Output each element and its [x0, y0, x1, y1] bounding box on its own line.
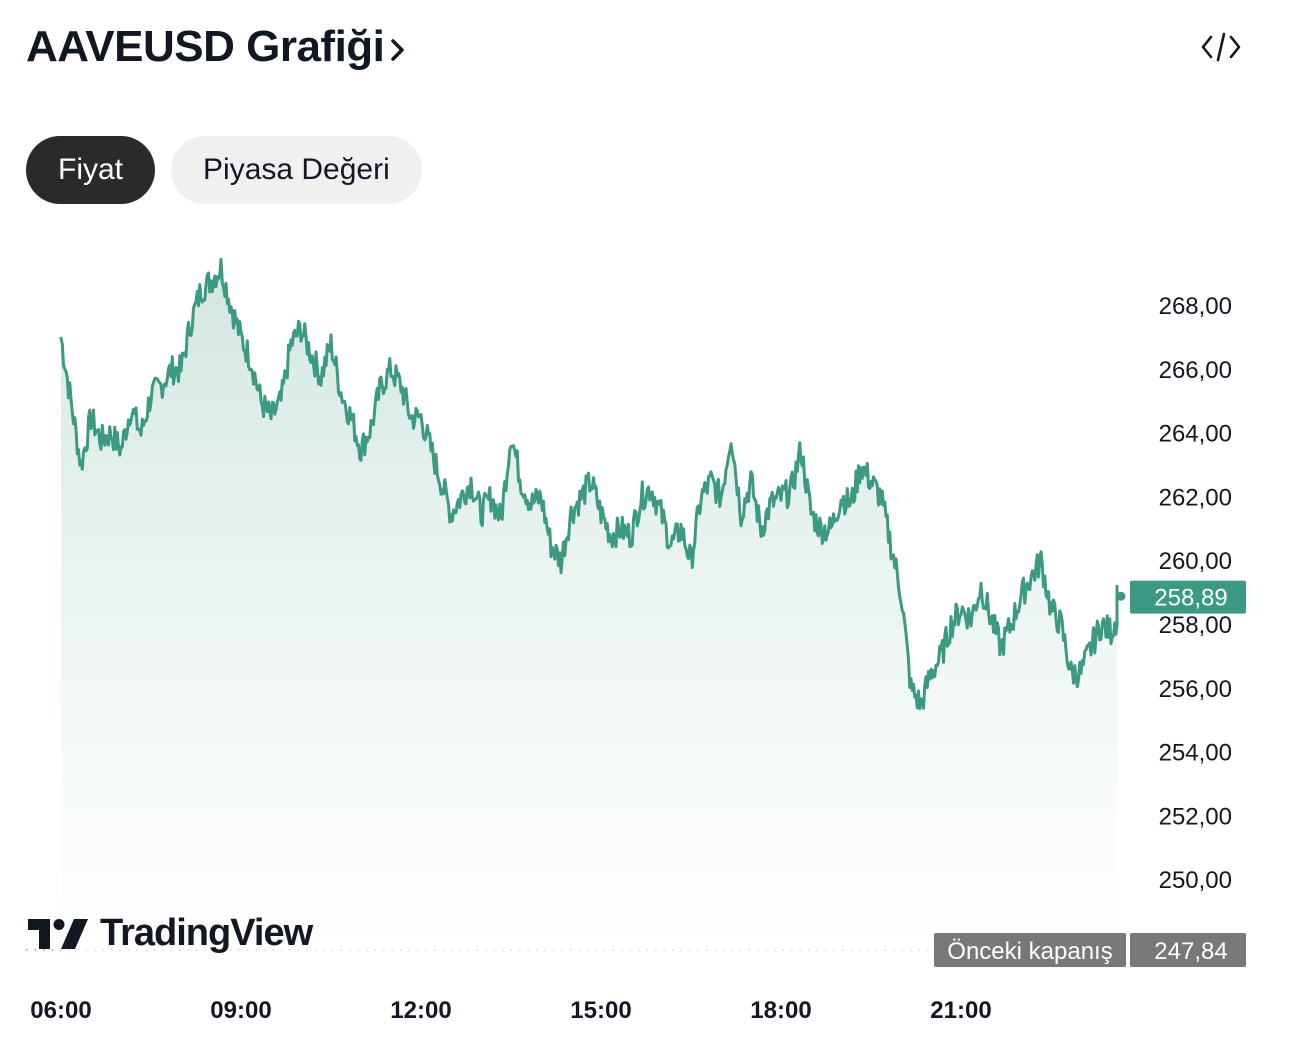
y-tick-label: 256,00 — [1159, 676, 1232, 703]
tab-price[interactable]: Fiyat — [26, 136, 156, 204]
y-tick-label: 262,00 — [1159, 484, 1232, 511]
x-tick-label: 18:00 — [750, 997, 811, 1024]
price-chart[interactable]: 250,00 252,00 254,00 256,00 258,00 260,00 262,… — [0, 220, 1290, 1044]
price-area — [61, 259, 1117, 954]
page-title: AAVEUSD Grafiği — [26, 22, 385, 71]
previous-close-value: 247,84 — [1154, 938, 1227, 965]
y-tick-label: 266,00 — [1159, 357, 1232, 384]
chart-title-link[interactable]: AAVEUSD Grafiği — [26, 22, 406, 72]
chevron-right-icon — [391, 39, 405, 61]
y-axis-labels: 250,00 252,00 254,00 256,00 258,00 260,00 262,… — [1159, 293, 1232, 894]
x-tick-label: 06:00 — [30, 997, 91, 1024]
embed-code-icon[interactable] — [1200, 30, 1242, 64]
last-price-label: 258,89 — [1154, 585, 1227, 612]
x-tick-label: 21:00 — [930, 997, 991, 1024]
x-axis-labels: 06:00 09:00 12:00 15:00 18:00 21:00 — [30, 997, 991, 1024]
y-tick-label: 268,00 — [1159, 293, 1232, 320]
chart-tabs: Fiyat Piyasa Değeri — [26, 136, 422, 204]
tab-market-cap[interactable]: Piyasa Değeri — [171, 136, 422, 204]
price-line — [59, 257, 1119, 711]
previous-close-tag: Önceki kapanış 247,84 — [934, 933, 1246, 967]
tradingview-wordmark: TradingView — [100, 912, 313, 954]
last-price-dot — [1116, 591, 1126, 601]
y-tick-label: 260,00 — [1159, 548, 1232, 575]
y-tick-label: 250,00 — [1159, 867, 1232, 894]
tradingview-logo-icon — [28, 918, 88, 949]
y-tick-label: 264,00 — [1159, 421, 1232, 448]
last-price-tag: 258,89 — [1130, 580, 1246, 614]
tradingview-logo[interactable]: TradingView — [28, 912, 313, 955]
x-tick-label: 12:00 — [390, 997, 451, 1024]
previous-close-label: Önceki kapanış — [947, 938, 1112, 965]
x-tick-label: 09:00 — [210, 997, 271, 1024]
y-tick-label: 258,00 — [1159, 612, 1232, 639]
y-tick-label: 252,00 — [1159, 803, 1232, 830]
y-tick-label: 254,00 — [1159, 740, 1232, 767]
x-tick-label: 15:00 — [570, 997, 631, 1024]
